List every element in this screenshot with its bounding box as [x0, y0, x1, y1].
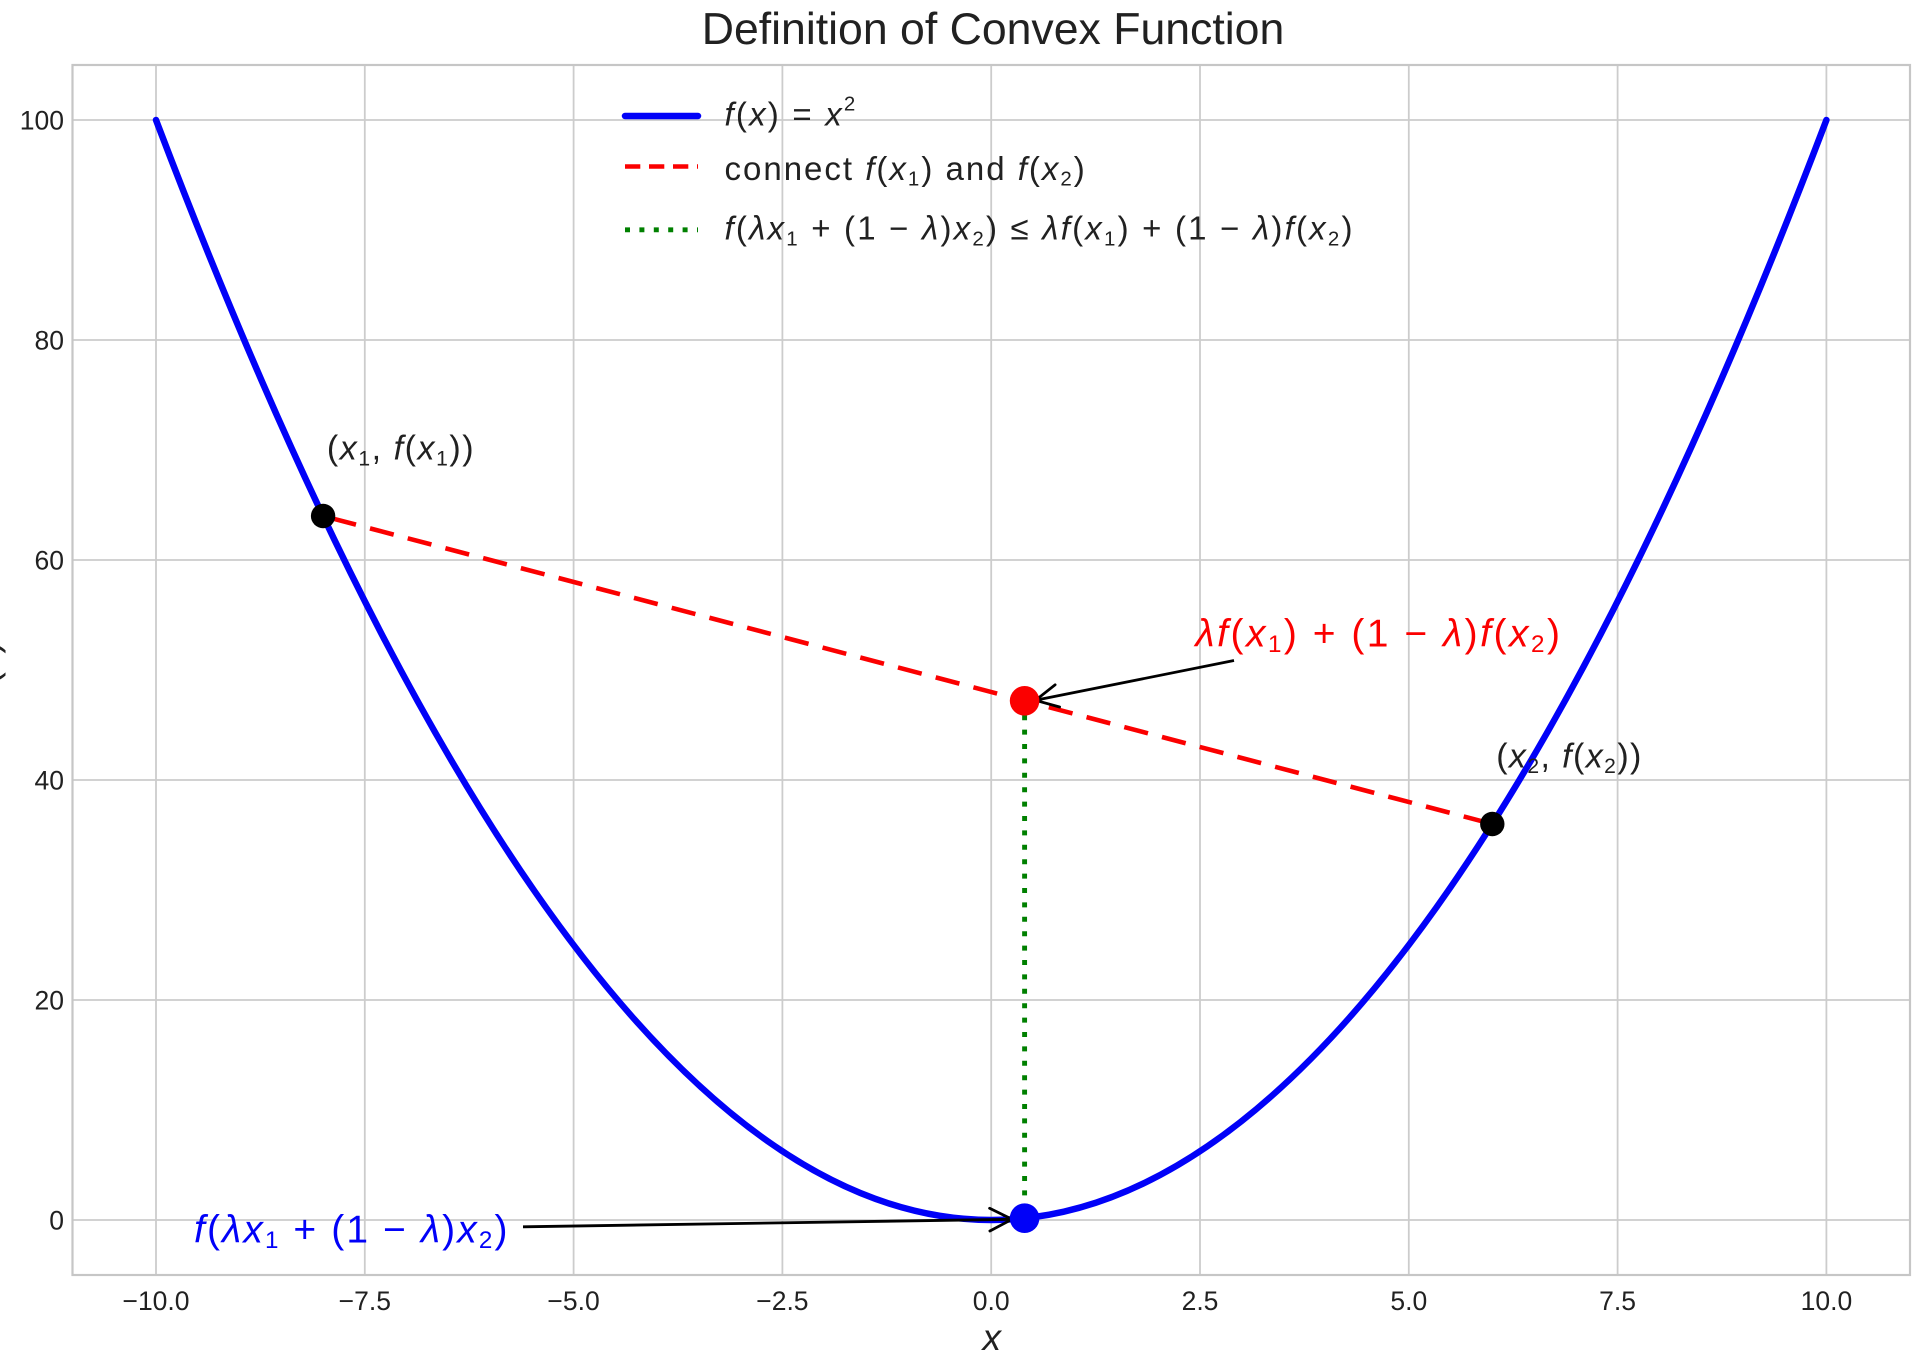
- svg-text:λf(x1​) + (1 − λ)f(x2​): λf(x1​) + (1 − λ)f(x2​): [1193, 612, 1562, 658]
- svg-text:−10.0: −10.0: [122, 1286, 189, 1316]
- svg-text:100: 100: [20, 106, 64, 136]
- svg-text:0.0: 0.0: [973, 1286, 1010, 1316]
- svg-text:connect f(x1​) and f(x2​): connect f(x1​) and f(x2​): [725, 150, 1087, 191]
- svg-text:7.5: 7.5: [1599, 1286, 1636, 1316]
- svg-text:0: 0: [49, 1206, 64, 1236]
- svg-text:40: 40: [35, 766, 64, 796]
- svg-text:(x2​, f(x2​)): (x2​, f(x2​)): [1496, 737, 1643, 778]
- svg-text:80: 80: [35, 326, 64, 356]
- svg-text:f(λx1​ + (1 − λ)x2​) ≤ λf(x1​): f(λx1​ + (1 − λ)x2​) ≤ λf(x1​) + (1 − λ)…: [725, 210, 1355, 251]
- svg-text:f(λx1​ + (1 − λ)x2​): f(λx1​ + (1 − λ)x2​): [194, 1208, 510, 1254]
- svg-text:−2.5: −2.5: [756, 1286, 808, 1316]
- svg-text:10.0: 10.0: [1801, 1286, 1853, 1316]
- svg-text:−7.5: −7.5: [339, 1286, 391, 1316]
- svg-text:5.0: 5.0: [1390, 1286, 1427, 1316]
- svg-text:(x1​, f(x1​)): (x1​, f(x1​)): [327, 430, 475, 471]
- svg-text:Definition of Convex Function: Definition of Convex Function: [702, 5, 1285, 54]
- svg-text:60: 60: [35, 546, 64, 576]
- svg-text:−5.0: −5.0: [547, 1286, 599, 1316]
- svg-text:f(x): f(x): [0, 641, 6, 694]
- svg-text:20: 20: [35, 986, 64, 1016]
- svg-text:2.5: 2.5: [1182, 1286, 1219, 1316]
- svg-text:x: x: [980, 1317, 1002, 1358]
- svg-text:f(x) = x2​: f(x) = x2​: [725, 93, 858, 133]
